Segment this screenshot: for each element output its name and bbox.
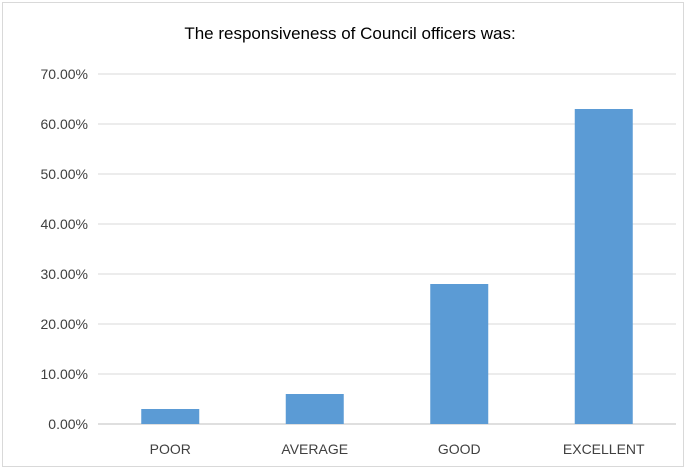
x-category-label: EXCELLENT <box>563 441 645 457</box>
y-tick-label: 10.00% <box>41 366 88 382</box>
chart-frame <box>2 2 684 467</box>
y-tick-label: 0.00% <box>48 416 88 432</box>
x-category-label: POOR <box>150 441 191 457</box>
x-axis-labels: POOR AVERAGE GOOD EXCELLENT <box>150 441 645 457</box>
y-tick-label: 50.00% <box>41 166 88 182</box>
y-tick-label: 20.00% <box>41 316 88 332</box>
bar-good <box>430 284 489 424</box>
y-tick-label: 70.00% <box>41 66 88 82</box>
y-tick-label: 30.00% <box>41 266 88 282</box>
bar-poor <box>141 409 200 424</box>
y-tick-label: 60.00% <box>41 116 88 132</box>
bars <box>141 109 633 424</box>
bar-excellent <box>574 109 633 424</box>
x-category-label: GOOD <box>438 441 481 457</box>
y-axis-ticks: 0.00% 10.00% 20.00% 30.00% 40.00% 50.00% 60.00… <box>41 66 88 432</box>
bar-average <box>285 394 344 424</box>
y-tick-label: 40.00% <box>41 216 88 232</box>
x-category-label: AVERAGE <box>281 441 348 457</box>
chart-title: The responsiveness of Council officers w… <box>184 24 516 43</box>
